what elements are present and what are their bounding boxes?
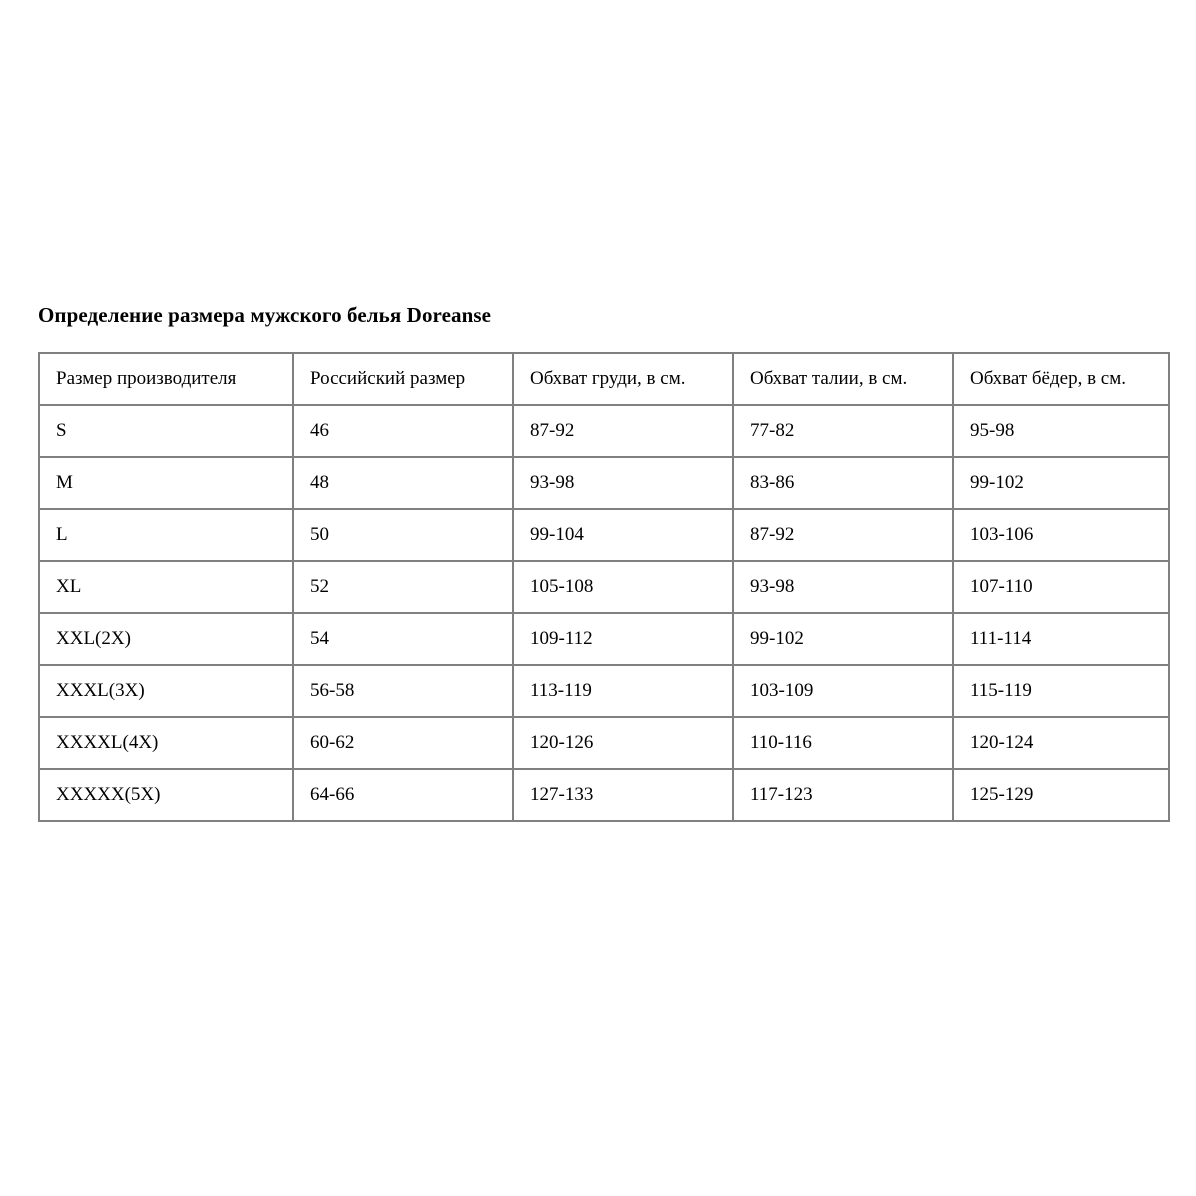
- cell-russian-size: 56-58: [292, 664, 514, 718]
- page-title: Определение размера мужского белья Dorea…: [38, 303, 492, 327]
- cell-chest: 105-108: [512, 560, 734, 614]
- cell-hips: 99-102: [952, 456, 1170, 510]
- column-header-hips: Обхват бёдер, в см.: [952, 352, 1170, 406]
- table-row: XL 52 105-108 93-98 107-110: [38, 560, 1170, 614]
- cell-russian-size: 50: [292, 508, 514, 562]
- cell-manufacturer-size: XXXL(3X): [38, 664, 294, 718]
- cell-russian-size: 64-66: [292, 768, 514, 822]
- cell-chest: 127-133: [512, 768, 734, 822]
- cell-manufacturer-size: L: [38, 508, 294, 562]
- cell-manufacturer-size: XL: [38, 560, 294, 614]
- column-header-chest: Обхват груди, в см.: [512, 352, 734, 406]
- cell-waist: 110-116: [732, 716, 954, 770]
- cell-russian-size: 54: [292, 612, 514, 666]
- cell-chest: 93-98: [512, 456, 734, 510]
- table-row: M 48 93-98 83-86 99-102: [38, 456, 1170, 510]
- cell-hips: 95-98: [952, 404, 1170, 458]
- column-header-manufacturer-size: Размер производителя: [38, 352, 294, 406]
- cell-waist: 83-86: [732, 456, 954, 510]
- cell-manufacturer-size: M: [38, 456, 294, 510]
- table-row: S 46 87-92 77-82 95-98: [38, 404, 1170, 458]
- table-row: L 50 99-104 87-92 103-106: [38, 508, 1170, 562]
- cell-hips: 125-129: [952, 768, 1170, 822]
- cell-hips: 115-119: [952, 664, 1170, 718]
- cell-russian-size: 48: [292, 456, 514, 510]
- cell-hips: 103-106: [952, 508, 1170, 562]
- cell-waist: 103-109: [732, 664, 954, 718]
- cell-chest: 109-112: [512, 612, 734, 666]
- cell-hips: 107-110: [952, 560, 1170, 614]
- cell-manufacturer-size: XXL(2X): [38, 612, 294, 666]
- cell-hips: 111-114: [952, 612, 1170, 666]
- cell-chest: 113-119: [512, 664, 734, 718]
- cell-manufacturer-size: S: [38, 404, 294, 458]
- cell-chest: 120-126: [512, 716, 734, 770]
- table-body: S 46 87-92 77-82 95-98 M 48 93-98 83-86 …: [38, 404, 1170, 822]
- table-row: XXXL(3X) 56-58 113-119 103-109 115-119: [38, 664, 1170, 718]
- cell-hips: 120-124: [952, 716, 1170, 770]
- cell-waist: 99-102: [732, 612, 954, 666]
- column-header-waist: Обхват талии, в см.: [732, 352, 954, 406]
- cell-manufacturer-size: XXXXL(4X): [38, 716, 294, 770]
- table-row: XXXXL(4X) 60-62 120-126 110-116 120-124: [38, 716, 1170, 770]
- table-header: Размер производителя Российский размер О…: [38, 352, 1170, 406]
- table-row: XXL(2X) 54 109-112 99-102 111-114: [38, 612, 1170, 666]
- cell-russian-size: 60-62: [292, 716, 514, 770]
- table-row: XXXXX(5X) 64-66 127-133 117-123 125-129: [38, 768, 1170, 822]
- cell-chest: 87-92: [512, 404, 734, 458]
- cell-russian-size: 52: [292, 560, 514, 614]
- column-header-russian-size: Российский размер: [292, 352, 514, 406]
- cell-manufacturer-size: XXXXX(5X): [38, 768, 294, 822]
- cell-waist: 117-123: [732, 768, 954, 822]
- cell-waist: 77-82: [732, 404, 954, 458]
- size-chart-table: Размер производителя Российский размер О…: [38, 352, 1170, 822]
- cell-russian-size: 46: [292, 404, 514, 458]
- table-header-row: Размер производителя Российский размер О…: [38, 352, 1170, 406]
- cell-waist: 93-98: [732, 560, 954, 614]
- size-chart-container: Размер производителя Российский размер О…: [38, 352, 1170, 822]
- cell-waist: 87-92: [732, 508, 954, 562]
- cell-chest: 99-104: [512, 508, 734, 562]
